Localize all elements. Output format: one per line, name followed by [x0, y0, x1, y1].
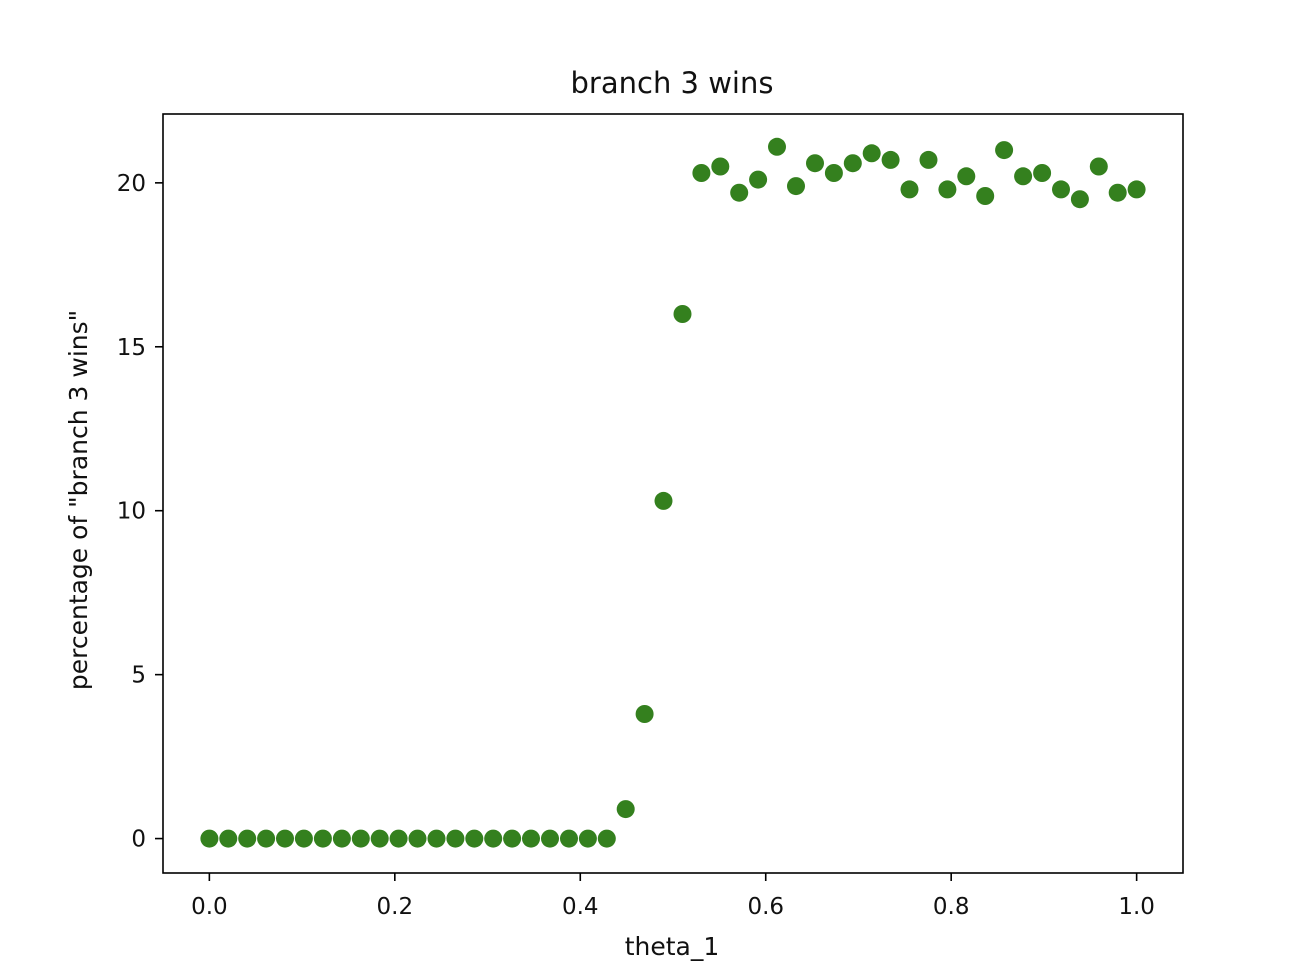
data-point [389, 829, 408, 848]
data-point [465, 829, 484, 848]
data-point [730, 183, 749, 202]
data-point [995, 141, 1014, 160]
x-axis-label: theta_1 [625, 932, 720, 961]
data-point [1052, 180, 1070, 199]
data-point [1108, 183, 1127, 202]
data-point [219, 829, 238, 848]
data-point [881, 150, 900, 169]
data-point [238, 829, 257, 848]
y-tick-label: 0 [131, 827, 146, 853]
y-tick-label: 15 [117, 335, 146, 361]
data-point [938, 180, 957, 199]
data-point [1014, 167, 1033, 186]
axes-frame [162, 113, 1184, 874]
chart-title: branch 3 wins [571, 66, 774, 100]
data-point [522, 829, 540, 848]
data-point [257, 829, 276, 848]
x-tick-label: 0.2 [377, 894, 414, 920]
data-point [560, 829, 578, 848]
x-tick-label: 0.4 [562, 894, 599, 920]
data-point [900, 180, 919, 199]
y-tick-label: 10 [117, 499, 146, 525]
data-point [294, 829, 313, 848]
data-point [1127, 180, 1146, 199]
data-point [673, 305, 692, 323]
data-points [200, 137, 1146, 848]
data-point [578, 829, 597, 848]
data-point [862, 144, 881, 163]
data-point [919, 150, 938, 169]
data-point [976, 187, 995, 205]
data-point [654, 491, 673, 510]
data-point [446, 829, 465, 848]
data-point [276, 829, 294, 848]
data-point [824, 164, 843, 182]
data-point [408, 829, 427, 848]
data-point [503, 829, 522, 848]
data-point [768, 137, 786, 156]
y-tick-label: 5 [131, 663, 146, 689]
data-point [597, 829, 616, 848]
data-point [370, 829, 389, 848]
data-point [541, 829, 559, 848]
data-point [313, 829, 332, 848]
x-tick-label: 0.0 [191, 894, 228, 920]
y-axis-ticks: 0 5 10 15 20 [117, 171, 163, 853]
data-point [351, 829, 370, 848]
data-point [843, 154, 862, 173]
data-point [711, 157, 730, 176]
data-point [806, 154, 824, 173]
data-point [1033, 164, 1052, 182]
y-axis-label: percentage of "branch 3 wins" [64, 310, 93, 690]
data-point [787, 177, 805, 196]
data-point [200, 829, 219, 848]
data-point [484, 829, 503, 848]
data-point [957, 167, 976, 186]
data-point [1070, 190, 1089, 209]
data-point [692, 164, 711, 182]
x-tick-label: 0.6 [747, 894, 784, 920]
x-tick-label: 0.8 [933, 894, 970, 920]
x-axis-ticks: 0.0 0.2 0.4 0.6 0.8 1.0 [191, 873, 1155, 920]
data-point [332, 829, 351, 848]
data-point [616, 800, 635, 819]
data-point [427, 829, 446, 848]
data-point [1089, 157, 1108, 176]
data-point [749, 170, 768, 189]
data-point [635, 705, 654, 723]
x-tick-label: 1.0 [1118, 894, 1155, 920]
y-tick-label: 20 [117, 171, 146, 197]
